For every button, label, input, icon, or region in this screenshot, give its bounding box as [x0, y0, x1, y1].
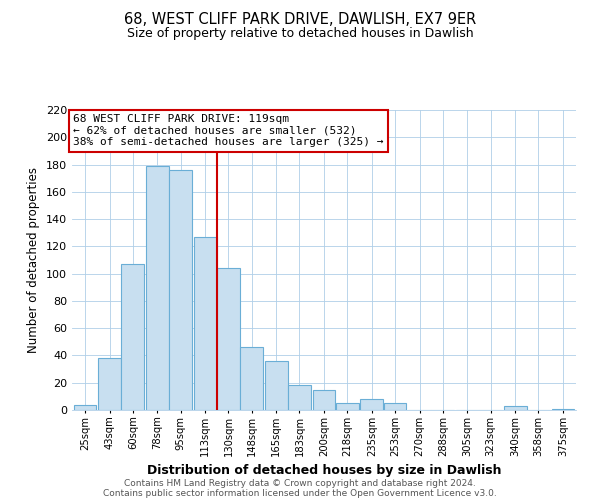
Text: 68, WEST CLIFF PARK DRIVE, DAWLISH, EX7 9ER: 68, WEST CLIFF PARK DRIVE, DAWLISH, EX7 … [124, 12, 476, 28]
Text: Size of property relative to detached houses in Dawlish: Size of property relative to detached ho… [127, 28, 473, 40]
Text: 68 WEST CLIFF PARK DRIVE: 119sqm
← 62% of detached houses are smaller (532)
38% : 68 WEST CLIFF PARK DRIVE: 119sqm ← 62% o… [73, 114, 384, 148]
Bar [336, 403, 359, 410]
Bar [383, 403, 406, 410]
Bar [217, 268, 240, 410]
Bar [194, 237, 217, 410]
Bar [361, 399, 383, 410]
Bar [121, 264, 144, 410]
Text: Contains public sector information licensed under the Open Government Licence v3: Contains public sector information licen… [103, 488, 497, 498]
Bar [504, 406, 527, 410]
Bar [313, 390, 335, 410]
Bar [98, 358, 121, 410]
Text: Contains HM Land Registry data © Crown copyright and database right 2024.: Contains HM Land Registry data © Crown c… [124, 478, 476, 488]
Bar [74, 404, 97, 410]
Bar [288, 386, 311, 410]
Y-axis label: Number of detached properties: Number of detached properties [28, 167, 40, 353]
Bar [551, 408, 574, 410]
Bar [146, 166, 169, 410]
Bar [169, 170, 192, 410]
Bar [265, 361, 287, 410]
X-axis label: Distribution of detached houses by size in Dawlish: Distribution of detached houses by size … [147, 464, 501, 477]
Bar [240, 348, 263, 410]
